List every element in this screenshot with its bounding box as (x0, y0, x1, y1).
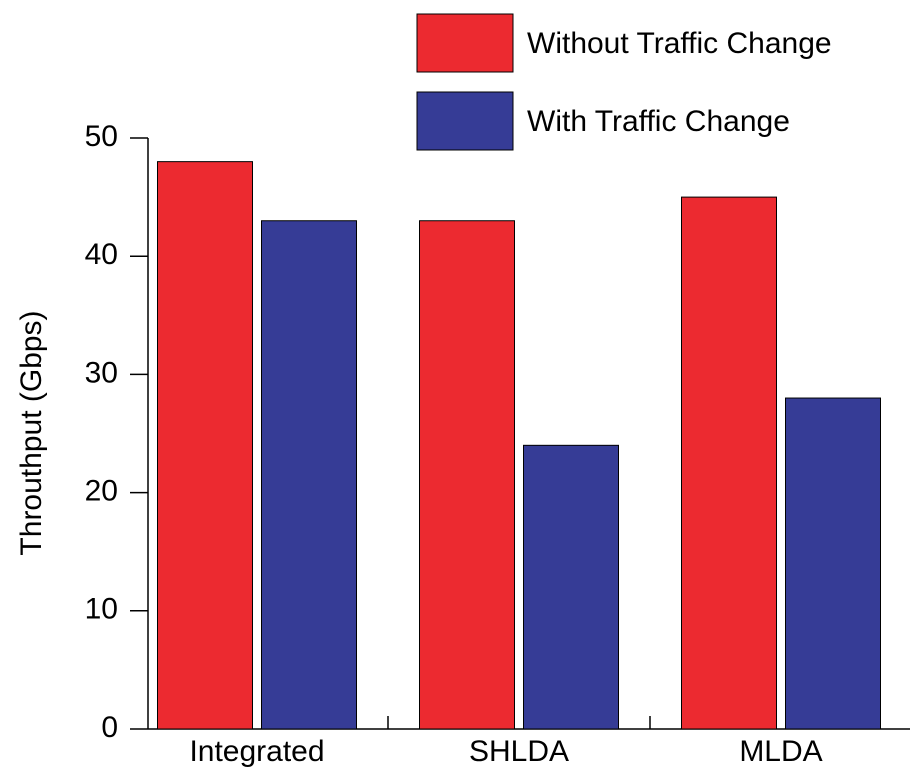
x-tick-label: SHLDA (469, 735, 569, 768)
y-tick-label: 30 (85, 356, 118, 389)
bar (523, 444, 619, 730)
bar (157, 161, 253, 730)
bar (785, 397, 881, 730)
legend-swatch (416, 91, 514, 151)
y-tick-label: 20 (85, 475, 118, 508)
x-tick-label: MLDA (739, 735, 822, 768)
y-tick-label: 10 (85, 593, 118, 626)
y-axis-label: Throuthput (Gbps) (15, 310, 48, 555)
x-tick-label: Integrated (189, 735, 324, 768)
legend-label: With Traffic Change (527, 105, 790, 138)
legend-label: Without Traffic Change (527, 27, 832, 60)
legend-swatch (416, 13, 514, 73)
y-tick-label: 0 (101, 711, 118, 744)
y-tick-label: 40 (85, 238, 118, 271)
y-tick-label: 50 (85, 120, 118, 153)
bar (681, 196, 777, 730)
bar (419, 220, 515, 730)
bar (261, 220, 357, 730)
